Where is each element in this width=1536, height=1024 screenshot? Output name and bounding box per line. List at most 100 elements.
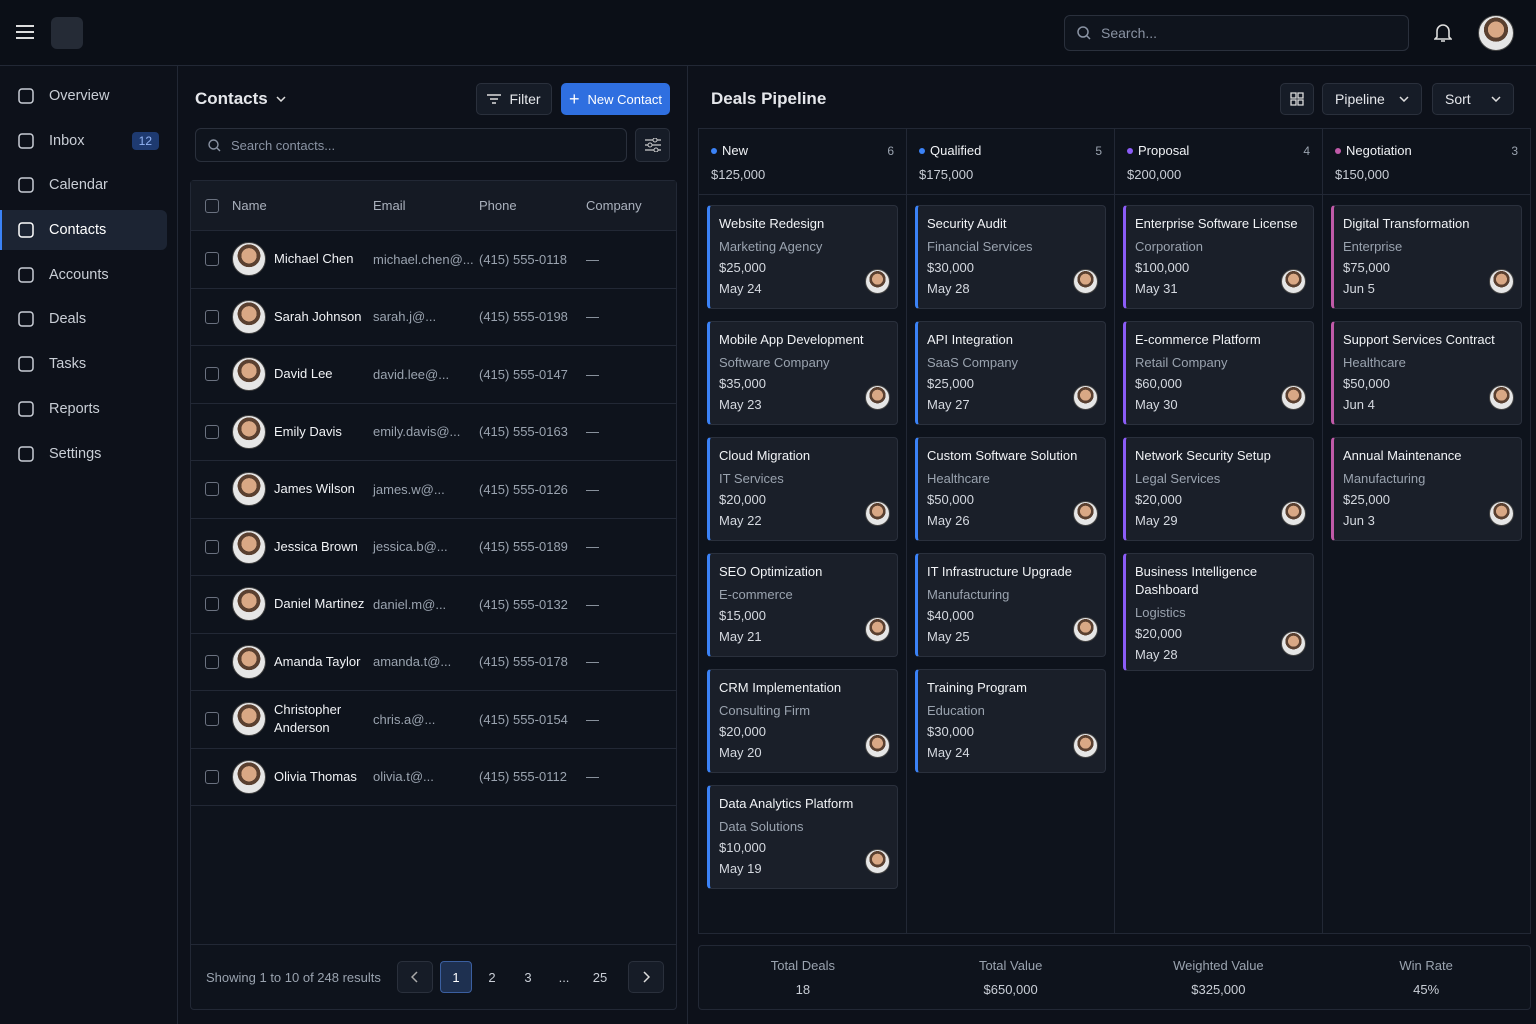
deal-card[interactable]: SEO Optimization E-commerce $15,000 May 21	[707, 553, 898, 657]
nav-item[interactable]: Inbox 12	[0, 121, 167, 161]
checkbox[interactable]	[205, 769, 219, 784]
nav-item[interactable]: Calendar	[0, 165, 167, 205]
nav-label: Inbox	[49, 132, 85, 149]
column-header[interactable]: Name	[232, 198, 267, 213]
company: —	[586, 596, 599, 612]
deal-card[interactable]: Cloud Migration IT Services $20,000 May 22	[707, 437, 898, 541]
pipeline-board: New 6 $125,000 Website Redesign Marketing Ag…	[698, 128, 1531, 934]
stage-dot	[1127, 147, 1133, 154]
deal-company: SaaS Company	[927, 355, 1019, 370]
contact-row[interactable]: Olivia Thomas olivia.t@... (415) 555-0112 —	[191, 749, 676, 806]
nav-item[interactable]: Accounts	[0, 255, 167, 295]
global-search[interactable]: Search...	[1064, 15, 1409, 51]
next-page[interactable]	[628, 961, 664, 993]
email: olivia.t@...	[373, 769, 434, 785]
deal-card[interactable]: Data Analytics Platform Data Solutions $10…	[707, 785, 898, 889]
deal-card[interactable]: Custom Software Solution Healthcare $50,00…	[915, 437, 1106, 541]
contact-row[interactable]: Sarah Johnson sarah.j@... (415) 555-0198 —	[191, 289, 676, 346]
deal-card[interactable]: Annual Maintenance Manufacturing $25,000 Ju…	[1331, 437, 1522, 541]
nav-item[interactable]: Deals	[0, 299, 167, 339]
deal-card[interactable]: Support Services Contract Healthcare $50,0…	[1331, 321, 1522, 425]
deal-card[interactable]: Network Security Setup Legal Services $20,…	[1123, 437, 1314, 541]
stage-count: 5	[1095, 143, 1102, 158]
deal-card[interactable]: Security Audit Financial Services $30,000 M…	[915, 205, 1106, 309]
deal-value: $50,000	[927, 492, 974, 507]
deal-date: May 19	[719, 861, 762, 876]
page-button[interactable]: 3	[524, 969, 532, 985]
prev-page[interactable]	[397, 961, 433, 993]
sort-select[interactable]: Sort	[1432, 83, 1514, 115]
page-button[interactable]: 1	[440, 961, 472, 993]
contact-row[interactable]: Daniel Martinez daniel.m@... (415) 555-013…	[191, 576, 676, 634]
page-button[interactable]: 25	[592, 969, 608, 985]
avatar	[232, 414, 266, 449]
deal-card[interactable]: IT Infrastructure Upgrade Manufacturing $4…	[915, 553, 1106, 657]
stage-count: 4	[1303, 143, 1310, 158]
deal-company: Manufacturing	[927, 587, 1010, 602]
checkbox[interactable]	[205, 252, 219, 267]
checkbox[interactable]	[205, 309, 219, 324]
column-header[interactable]: Company	[586, 198, 642, 213]
contact-row[interactable]: Jessica Brown jessica.b@... (415) 555-0189…	[191, 519, 676, 576]
checkbox[interactable]	[205, 198, 219, 213]
deal-card[interactable]: Mobile App Development Software Company $3…	[707, 321, 898, 425]
checkbox[interactable]	[205, 367, 219, 382]
grid-view-button[interactable]	[1280, 83, 1314, 115]
sort-label: Sort	[1445, 91, 1471, 107]
filter-button[interactable]: Filter	[476, 83, 552, 115]
deal-value: $25,000	[927, 376, 974, 391]
deal-card[interactable]: E-commerce Platform Retail Company $60,000…	[1123, 321, 1314, 425]
deal-card[interactable]: Website Redesign Marketing Agency $25,000 M…	[707, 205, 898, 309]
column-header[interactable]: Email	[373, 198, 406, 213]
deal-card[interactable]: Business Intelligence Dashboard Logistics…	[1123, 553, 1314, 671]
checkbox[interactable]	[205, 597, 219, 612]
new-contact-button[interactable]: + New Contact	[561, 83, 670, 115]
contact-row[interactable]: Amanda Taylor amanda.t@... (415) 555-0178 —	[191, 634, 676, 691]
checkbox[interactable]	[205, 482, 219, 497]
deal-card[interactable]: API Integration SaaS Company $25,000 May 27	[915, 321, 1106, 425]
deal-card[interactable]: Training Program Education $30,000 May 24	[915, 669, 1106, 773]
contacts-title-wrap[interactable]: Contacts	[195, 89, 286, 109]
contact-row[interactable]: David Lee david.lee@... (415) 555-0147 —	[191, 346, 676, 404]
checkbox[interactable]	[205, 712, 219, 727]
avatar	[232, 529, 266, 564]
menu-icon[interactable]	[16, 24, 34, 40]
deal-card[interactable]: Digital Transformation Enterprise $75,000 J…	[1331, 205, 1522, 309]
contact-search[interactable]: Search contacts...	[195, 128, 627, 162]
view-label: Pipeline	[1335, 91, 1385, 107]
column-settings[interactable]	[635, 128, 670, 162]
contact-name: Emily Davis	[274, 423, 342, 439]
view-select[interactable]: Pipeline	[1322, 83, 1422, 115]
contact-row[interactable]: James Wilson james.w@... (415) 555-0126 —	[191, 461, 676, 519]
stage-row: New 6	[711, 143, 894, 158]
nav-item[interactable]: Reports	[0, 389, 167, 429]
page-button[interactable]: ...	[558, 969, 570, 985]
nav-item[interactable]: Contacts	[0, 210, 167, 251]
nav-icon	[18, 401, 34, 417]
phone: (415) 555-0112	[479, 769, 567, 785]
deal-date: May 28	[927, 281, 970, 296]
stage-name: Proposal	[1138, 143, 1190, 158]
pipeline-column: Qualified 5 $175,000 Security Audit Financia…	[907, 129, 1115, 933]
deal-date: May 28	[1135, 647, 1178, 662]
checkbox[interactable]	[205, 654, 219, 669]
page-button[interactable]: 2	[488, 969, 496, 985]
notifications[interactable]	[1434, 23, 1452, 43]
deal-card[interactable]: CRM Implementation Consulting Firm $20,000…	[707, 669, 898, 773]
nav-item[interactable]: Overview	[0, 76, 167, 116]
deal-value: $25,000	[719, 260, 766, 275]
column-header[interactable]: Phone	[479, 198, 517, 213]
checkbox[interactable]	[205, 424, 219, 439]
nav-item[interactable]: Tasks	[0, 344, 167, 384]
deals-title: Deals Pipeline	[711, 89, 827, 108]
contact-row[interactable]: Christopher Anderson chris.a@... (415) 555…	[191, 691, 676, 749]
owner-avatar	[1281, 385, 1306, 410]
checkbox[interactable]	[205, 539, 219, 554]
contact-row[interactable]: Michael Chen michael.chen@... (415) 555-01…	[191, 231, 676, 289]
nav-item[interactable]: Settings	[0, 434, 167, 474]
contact-row[interactable]: Emily Davis emily.davis@... (415) 555-0163…	[191, 404, 676, 461]
user-avatar[interactable]	[1478, 15, 1514, 51]
new-contact-label: New Contact	[587, 91, 662, 107]
deal-card[interactable]: Enterprise Software License Corporation $1…	[1123, 205, 1314, 309]
deal-date: May 21	[719, 629, 762, 644]
